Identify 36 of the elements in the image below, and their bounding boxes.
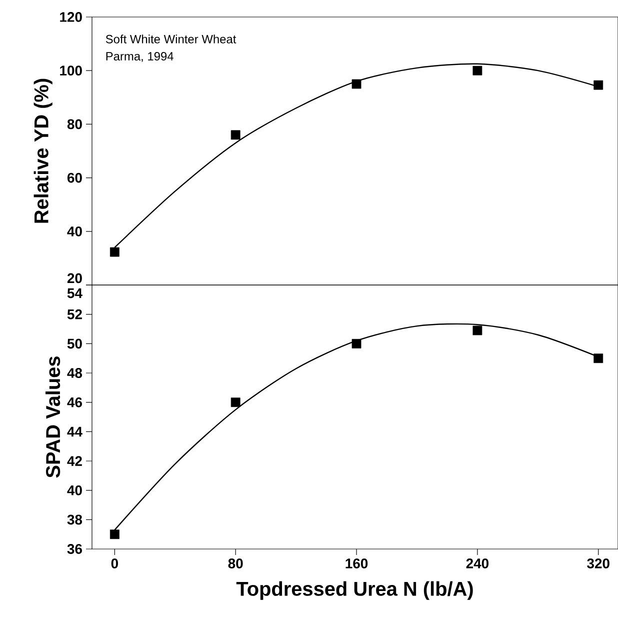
- x-tick-label: 0: [111, 558, 118, 568]
- y-tick-label: 40: [67, 226, 82, 236]
- x-tick-label: 160: [346, 558, 368, 568]
- y-tick-label: 36: [67, 544, 82, 554]
- point: [594, 80, 604, 90]
- y-tick-label: 52: [67, 309, 82, 320]
- y-axis-title: SPAD Values: [45, 356, 60, 478]
- annotation: Soft White Winter Wheat: [106, 34, 236, 44]
- point: [472, 66, 482, 76]
- point: [352, 338, 362, 348]
- y-tick-label: 42: [67, 456, 82, 466]
- x-tick-label: 240: [466, 558, 488, 568]
- y-tick-label: 100: [60, 66, 82, 76]
- x-tick-label: 80: [228, 558, 243, 568]
- x-axis-title: Topdressed Urea N (lb/A): [236, 581, 473, 600]
- y-tick-label: 120: [60, 12, 82, 22]
- y-tick-label: 54: [67, 288, 82, 298]
- point: [352, 79, 362, 89]
- y-tick-label: 50: [67, 338, 82, 349]
- y-tick-label: 40: [67, 485, 82, 496]
- x-tick-label: 320: [587, 558, 610, 568]
- point: [110, 247, 120, 257]
- y-axis-title: Relative YD (%): [34, 78, 52, 223]
- point: [230, 398, 240, 408]
- y-tick-label: 48: [67, 368, 82, 378]
- y-tick-label: 20: [67, 273, 82, 284]
- point: [472, 326, 482, 336]
- point: [110, 530, 120, 540]
- y-tick-label: 44: [67, 426, 82, 436]
- y-tick-label: 38: [67, 514, 82, 525]
- point: [230, 130, 240, 140]
- y-tick-label: 60: [67, 172, 82, 183]
- y-tick-label: 80: [67, 119, 82, 130]
- annotation: Parma, 1994: [106, 52, 174, 62]
- point: [594, 354, 604, 364]
- y-tick-label: 46: [67, 397, 82, 408]
